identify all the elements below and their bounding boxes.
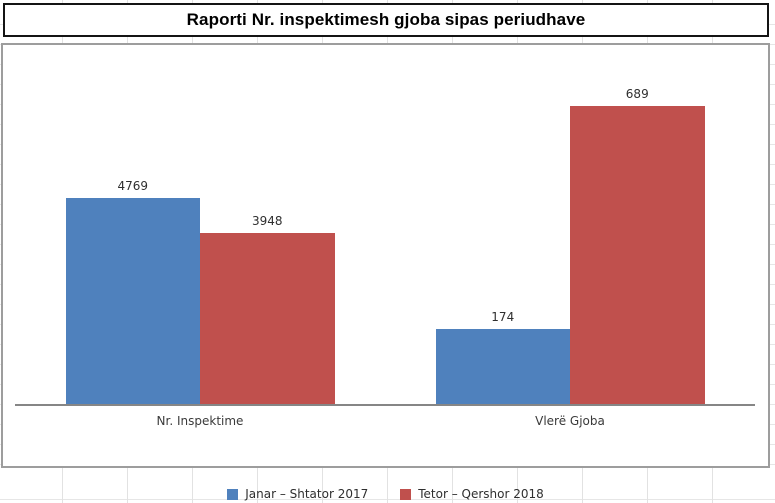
bar-value-label: 174 [491,309,515,324]
bar-value-label: 689 [625,87,649,101]
legend: Janar – Shtator 2017 Tetor – Qershor 2018 [3,485,768,503]
chart-area: 4769 3948 Nr. Inspektime 174 689 Vlerë Gjoba … [1,43,770,501]
category-label-1: Vlerë Gjoba [535,414,605,428]
bar-series0-cat1 [435,328,570,404]
category-label-0: Nr. Inspektime [156,414,244,428]
legend-label: Tetor – Qershor 2018 [418,487,544,501]
bar-value-label: 4769 [117,178,149,193]
legend-label: Janar – Shtator 2017 [245,487,369,501]
bar-value-label: 3948 [251,214,283,229]
legend-swatch-icon [227,488,239,500]
plot-area: 4769 3948 Nr. Inspektime 174 689 Vlerë Gjoba [3,45,768,466]
bar-series0-cat0 [65,197,200,404]
chart-title-box: Raporti Nr. inspektimesh gjoba sipas per… [3,3,769,37]
chart-title: Raporti Nr. inspektimesh gjoba sipas per… [186,10,586,29]
legend-swatch-icon [400,488,412,500]
bar-series1-cat0 [200,233,335,404]
legend-item-1: Tetor – Qershor 2018 [400,487,544,501]
bar-series1-cat1 [570,106,705,404]
category-axis-line [15,404,755,406]
legend-item-0: Janar – Shtator 2017 [227,487,368,501]
